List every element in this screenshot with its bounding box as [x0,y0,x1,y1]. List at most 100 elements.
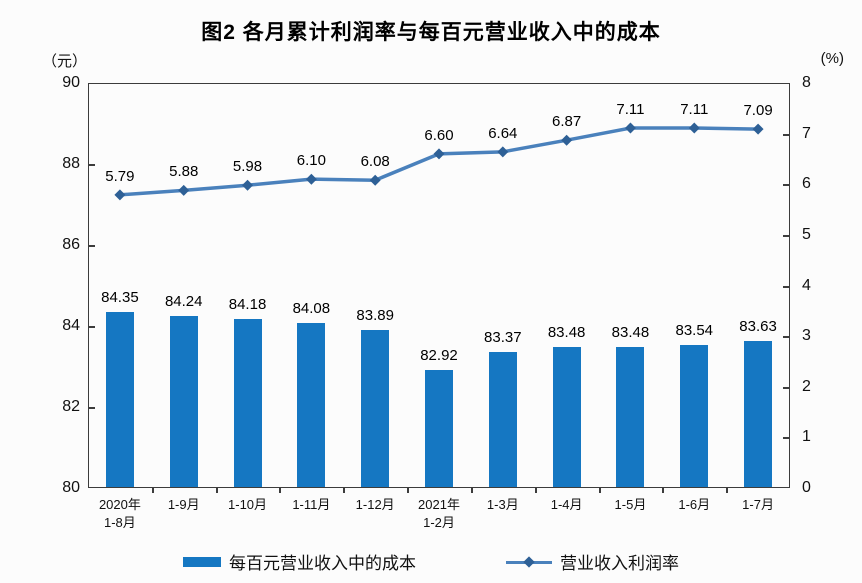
right-axis-tick-label: 5 [802,225,811,243]
left-axis-tick [88,164,95,166]
x-category-line: 1-4月 [550,497,583,512]
right-axis-tick-label: 4 [802,276,811,294]
diamond-marker [305,173,317,185]
diamond-marker [752,123,764,135]
left-axis-tick-label: 80 [62,479,80,496]
line-value-label: 6.87 [552,113,582,131]
left-axis-tick-label: 90 [62,74,80,91]
x-category-line: 1-6月 [678,497,711,512]
x-category-label: 2021年 1-2月 [404,496,474,532]
x-axis-tick [215,488,218,493]
right-axis-tick [783,386,790,389]
x-category-label: 1-10月 [213,496,283,514]
bar-value-label: 83.89 [356,307,394,325]
left-axis-tick-label: 84 [62,317,80,334]
line-marker-swatch-icon [506,555,552,568]
legend: 每百元营业收入中的成本 营业收入利润率 [0,549,862,574]
x-category-label: 1-5月 [595,496,665,514]
line-value-label: 7.11 [680,101,709,119]
bar-1-4月 [552,347,581,487]
legend-item-profit-rate: 营业收入利润率 [506,549,679,574]
left-axis-tick [88,245,95,247]
line-value-label: 7.09 [743,102,773,120]
bar-value-label: 83.63 [739,317,777,335]
x-category-line: 1-3月 [486,497,519,512]
x-axis-tick [279,488,282,493]
right-axis-tick [783,133,790,136]
bar-value-label: 83.37 [484,328,522,346]
bar-1-3月 [488,351,517,487]
line-value-label: 6.64 [488,124,518,142]
bar-1-6月 [680,344,709,487]
line-value-label: 5.98 [232,158,263,176]
bar-1-11月 [297,322,326,487]
bar-1-9月 [169,316,198,487]
bar-value-label: 84.08 [292,299,331,317]
bar-2020年1-8月 [105,311,134,487]
right-axis-tick [783,285,790,288]
x-category-line: 1-11月 [292,497,331,512]
diamond-marker [178,184,190,196]
diamond-marker [114,189,126,201]
right-axis-tick [783,437,790,440]
right-axis-tick [783,184,790,187]
x-axis-tick [407,488,410,493]
x-axis-tick [726,488,729,493]
diamond-marker [497,146,509,158]
x-axis-tick [470,488,473,493]
right-axis-tick-label: 7 [802,124,811,142]
x-category-label: 1-7月 [723,496,793,514]
x-category-label: 1-11月 [276,496,346,514]
right-axis-tick-label: 0 [802,479,811,496]
right-axis-tick-label: 1 [802,428,811,446]
x-axis-tick [598,488,601,493]
x-category-line: 1-7月 [742,497,774,512]
x-category-label: 1-3月 [468,496,538,514]
x-category-line: 1-9月 [167,497,200,512]
line-value-label: 5.88 [169,163,199,181]
bar-1-5月 [616,347,645,487]
bar-value-label: 83.48 [547,324,586,342]
bar-value-label: 84.35 [101,288,139,306]
left-axis-tick-label: 88 [62,155,80,172]
diamond-marker [433,148,445,160]
x-category-line: 1-10月 [228,497,268,512]
x-axis-tick [534,488,537,493]
x-axis-tick [662,488,665,493]
x-axis-tick [343,488,346,493]
line-value-label: 6.08 [360,153,390,171]
right-axis-tick [783,336,790,339]
right-axis-tick-label: 2 [802,377,811,395]
x-category-line: 2020年 [98,497,141,512]
x-category-line: 1-5月 [614,497,647,512]
left-axis-tick-label: 82 [62,398,80,415]
right-axis-tick [783,234,790,237]
legend-item-cost: 每百元营业收入中的成本 [183,549,416,574]
x-category-line: 1-2月 [423,515,455,530]
left-axis-unit: （元） [42,53,88,70]
bar-1-10月 [233,318,262,487]
x-category-label: 2020年 1-8月 [85,496,155,532]
diamond-marker [624,122,636,134]
line-value-label: 5.79 [105,167,135,185]
bar-1-12月 [361,330,390,487]
right-axis-unit: (%) [820,50,844,67]
x-category-label: 1-4月 [532,496,602,514]
right-axis-tick-label: 6 [802,175,811,193]
left-axis-tick [88,407,95,409]
legend-label: 每百元营业收入中的成本 [229,554,416,573]
legend-label: 营业收入利润率 [560,554,679,573]
x-category-line: 1-12月 [355,497,395,512]
right-axis-tick-label: 3 [802,327,811,345]
bar-value-label: 84.24 [164,293,203,311]
line-value-label: 6.60 [424,126,454,144]
diamond-swatch [523,555,535,568]
diamond-marker [561,134,573,146]
x-category-label: 1-12月 [340,496,410,514]
bar-value-label: 83.48 [611,324,650,342]
bar-swatch-icon [183,556,221,567]
profit-rate-line [114,122,764,201]
bar-value-label: 84.18 [228,295,267,313]
diamond-marker [369,174,381,186]
